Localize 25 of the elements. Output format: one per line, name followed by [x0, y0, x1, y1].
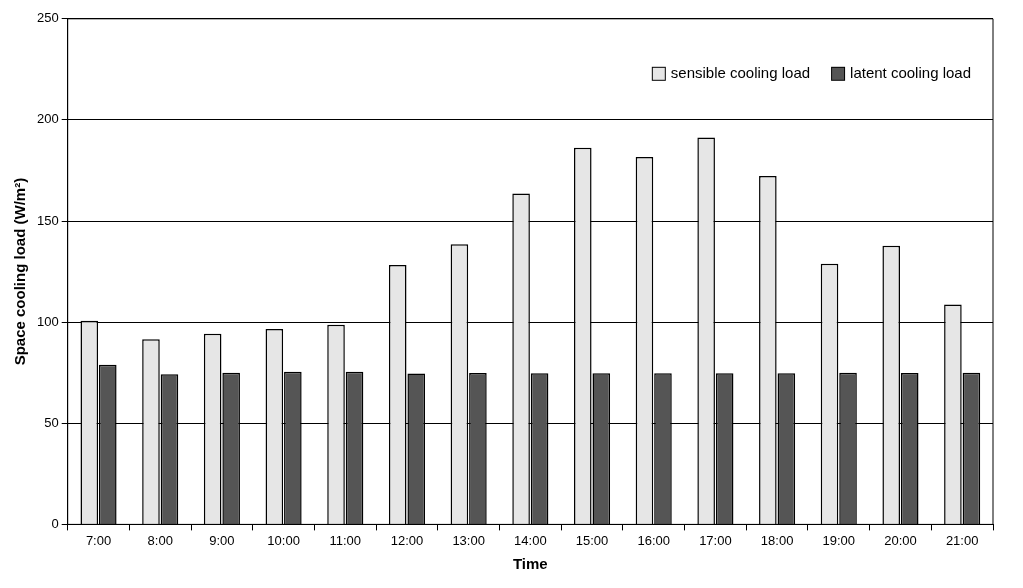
y-tick-label: 250 [36, 10, 59, 26]
y-tick-label: 100 [36, 313, 59, 329]
y-tick-label: 200 [36, 111, 59, 127]
x-tick-label: 21:00 [945, 532, 979, 548]
x-tick-label: 18:00 [760, 532, 794, 548]
y-tick-label: 0 [51, 515, 59, 531]
legend-label: latent cooling load [850, 63, 972, 81]
x-tick-label: 14:00 [514, 532, 547, 548]
y-tick-label: 50 [44, 414, 59, 430]
legend-label: sensible cooling load [670, 63, 811, 81]
x-tick-label: 16:00 [637, 532, 670, 548]
x-tick-label: 12:00 [390, 532, 424, 548]
x-tick-label: 8:00 [147, 532, 173, 548]
x-tick-label: 19:00 [822, 532, 856, 548]
x-tick-label: 10:00 [267, 532, 300, 548]
y-tick-label: 150 [36, 212, 59, 228]
x-tick-label: 13:00 [452, 532, 485, 548]
x-tick-label: 15:00 [575, 532, 609, 548]
y-axis-title: Space cooling load (W/m²) [11, 177, 29, 366]
x-tick-label: 9:00 [209, 532, 235, 548]
x-tick-label: 17:00 [699, 532, 732, 548]
x-tick-label: 20:00 [884, 532, 917, 548]
x-tick-label: 11:00 [329, 532, 362, 548]
x-axis-title: Time [512, 555, 548, 573]
x-tick-label: 7:00 [85, 532, 112, 548]
